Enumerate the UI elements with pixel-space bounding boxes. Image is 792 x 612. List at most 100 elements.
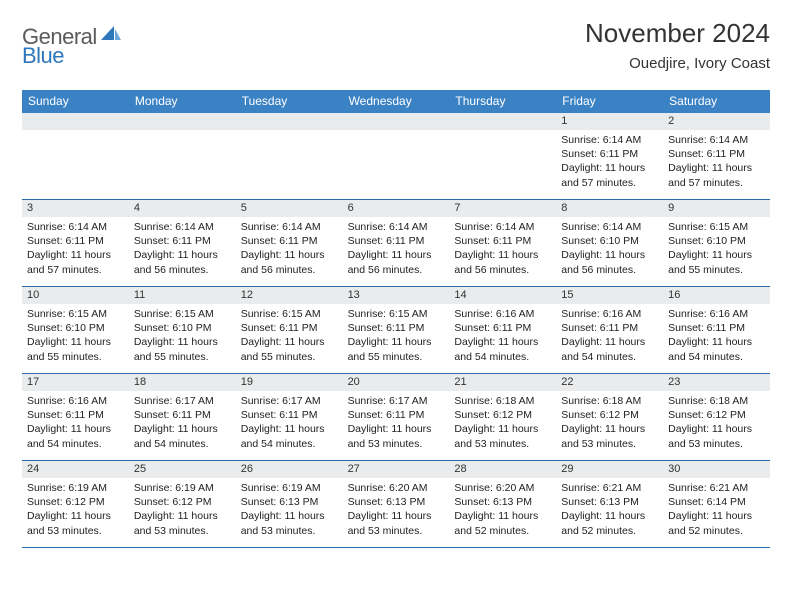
calendar-day: 16Sunrise: 6:16 AMSunset: 6:11 PMDayligh… bbox=[663, 287, 770, 373]
calendar-day: 3Sunrise: 6:14 AMSunset: 6:11 PMDaylight… bbox=[22, 200, 129, 286]
calendar-day: 27Sunrise: 6:20 AMSunset: 6:13 PMDayligh… bbox=[343, 461, 450, 547]
day-detail-line: Sunset: 6:11 PM bbox=[348, 321, 445, 335]
day-details: Sunrise: 6:14 AMSunset: 6:10 PMDaylight:… bbox=[556, 217, 663, 281]
day-detail-line: Sunset: 6:11 PM bbox=[561, 321, 658, 335]
day-detail-line: Daylight: 11 hours and 53 minutes. bbox=[348, 509, 445, 537]
location-label: Ouedjire, Ivory Coast bbox=[585, 55, 770, 72]
day-number: 15 bbox=[556, 287, 663, 304]
day-detail-line: Sunrise: 6:14 AM bbox=[134, 220, 231, 234]
day-detail-line: Daylight: 11 hours and 54 minutes. bbox=[668, 335, 765, 363]
day-number: 16 bbox=[663, 287, 770, 304]
day-number: 29 bbox=[556, 461, 663, 478]
day-number bbox=[236, 113, 343, 130]
day-number: 22 bbox=[556, 374, 663, 391]
day-detail-line: Sunrise: 6:14 AM bbox=[348, 220, 445, 234]
day-detail-line: Sunset: 6:11 PM bbox=[241, 321, 338, 335]
day-detail-line: Sunset: 6:12 PM bbox=[27, 495, 124, 509]
day-detail-line: Daylight: 11 hours and 57 minutes. bbox=[27, 248, 124, 276]
day-detail-line: Sunset: 6:12 PM bbox=[561, 408, 658, 422]
day-detail-line: Sunrise: 6:19 AM bbox=[241, 481, 338, 495]
day-detail-line: Sunset: 6:12 PM bbox=[668, 408, 765, 422]
day-details: Sunrise: 6:14 AMSunset: 6:11 PMDaylight:… bbox=[449, 217, 556, 281]
day-number: 5 bbox=[236, 200, 343, 217]
day-detail-line: Daylight: 11 hours and 56 minutes. bbox=[241, 248, 338, 276]
day-number: 14 bbox=[449, 287, 556, 304]
day-details: Sunrise: 6:14 AMSunset: 6:11 PMDaylight:… bbox=[343, 217, 450, 281]
day-number: 10 bbox=[22, 287, 129, 304]
day-detail-line: Sunrise: 6:15 AM bbox=[668, 220, 765, 234]
day-detail-line: Sunrise: 6:14 AM bbox=[668, 133, 765, 147]
day-detail-line: Sunset: 6:13 PM bbox=[348, 495, 445, 509]
day-detail-line: Daylight: 11 hours and 56 minutes. bbox=[561, 248, 658, 276]
day-detail-line: Sunrise: 6:21 AM bbox=[668, 481, 765, 495]
day-details: Sunrise: 6:15 AMSunset: 6:10 PMDaylight:… bbox=[22, 304, 129, 368]
day-detail-line: Sunrise: 6:14 AM bbox=[561, 133, 658, 147]
day-detail-line: Sunrise: 6:16 AM bbox=[454, 307, 551, 321]
day-detail-line: Daylight: 11 hours and 57 minutes. bbox=[668, 161, 765, 189]
day-details: Sunrise: 6:17 AMSunset: 6:11 PMDaylight:… bbox=[236, 391, 343, 455]
day-details: Sunrise: 6:19 AMSunset: 6:12 PMDaylight:… bbox=[129, 478, 236, 542]
calendar-body: 1Sunrise: 6:14 AMSunset: 6:11 PMDaylight… bbox=[22, 113, 770, 548]
day-details: Sunrise: 6:16 AMSunset: 6:11 PMDaylight:… bbox=[22, 391, 129, 455]
day-detail-line: Daylight: 11 hours and 53 minutes. bbox=[348, 422, 445, 450]
calendar-day: 12Sunrise: 6:15 AMSunset: 6:11 PMDayligh… bbox=[236, 287, 343, 373]
day-detail-line: Sunset: 6:13 PM bbox=[454, 495, 551, 509]
weekday-saturday: Saturday bbox=[663, 90, 770, 113]
day-detail-line: Sunrise: 6:20 AM bbox=[348, 481, 445, 495]
day-detail-line: Sunset: 6:11 PM bbox=[241, 234, 338, 248]
day-details: Sunrise: 6:14 AMSunset: 6:11 PMDaylight:… bbox=[22, 217, 129, 281]
day-detail-line: Daylight: 11 hours and 56 minutes. bbox=[348, 248, 445, 276]
day-detail-line: Sunset: 6:11 PM bbox=[561, 147, 658, 161]
day-detail-line: Sunrise: 6:19 AM bbox=[134, 481, 231, 495]
weekday-sunday: Sunday bbox=[22, 90, 129, 113]
day-detail-line: Sunset: 6:13 PM bbox=[241, 495, 338, 509]
day-detail-line: Sunrise: 6:18 AM bbox=[561, 394, 658, 408]
day-number: 9 bbox=[663, 200, 770, 217]
day-detail-line: Sunset: 6:10 PM bbox=[668, 234, 765, 248]
day-details: Sunrise: 6:15 AMSunset: 6:11 PMDaylight:… bbox=[236, 304, 343, 368]
day-detail-line: Daylight: 11 hours and 55 minutes. bbox=[27, 335, 124, 363]
calendar-day: 18Sunrise: 6:17 AMSunset: 6:11 PMDayligh… bbox=[129, 374, 236, 460]
day-detail-line: Sunrise: 6:17 AM bbox=[134, 394, 231, 408]
day-number: 19 bbox=[236, 374, 343, 391]
day-number: 3 bbox=[22, 200, 129, 217]
day-detail-line: Sunrise: 6:14 AM bbox=[454, 220, 551, 234]
day-detail-line: Daylight: 11 hours and 55 minutes. bbox=[241, 335, 338, 363]
day-detail-line: Daylight: 11 hours and 54 minutes. bbox=[561, 335, 658, 363]
day-number: 23 bbox=[663, 374, 770, 391]
day-detail-line: Sunrise: 6:14 AM bbox=[27, 220, 124, 234]
day-details: Sunrise: 6:16 AMSunset: 6:11 PMDaylight:… bbox=[449, 304, 556, 368]
calendar-day: 13Sunrise: 6:15 AMSunset: 6:11 PMDayligh… bbox=[343, 287, 450, 373]
day-details bbox=[236, 130, 343, 137]
calendar-day: 22Sunrise: 6:18 AMSunset: 6:12 PMDayligh… bbox=[556, 374, 663, 460]
day-detail-line: Sunset: 6:11 PM bbox=[348, 234, 445, 248]
day-details bbox=[22, 130, 129, 137]
calendar-day: 25Sunrise: 6:19 AMSunset: 6:12 PMDayligh… bbox=[129, 461, 236, 547]
calendar-day: 14Sunrise: 6:16 AMSunset: 6:11 PMDayligh… bbox=[449, 287, 556, 373]
day-detail-line: Sunset: 6:14 PM bbox=[668, 495, 765, 509]
calendar-week: 3Sunrise: 6:14 AMSunset: 6:11 PMDaylight… bbox=[22, 200, 770, 287]
day-detail-line: Sunset: 6:11 PM bbox=[668, 321, 765, 335]
day-number bbox=[22, 113, 129, 130]
day-details: Sunrise: 6:18 AMSunset: 6:12 PMDaylight:… bbox=[449, 391, 556, 455]
day-details: Sunrise: 6:14 AMSunset: 6:11 PMDaylight:… bbox=[236, 217, 343, 281]
day-number: 4 bbox=[129, 200, 236, 217]
weekday-thursday: Thursday bbox=[449, 90, 556, 113]
day-detail-line: Daylight: 11 hours and 54 minutes. bbox=[134, 422, 231, 450]
day-detail-line: Sunrise: 6:18 AM bbox=[454, 394, 551, 408]
day-number: 1 bbox=[556, 113, 663, 130]
day-detail-line: Sunset: 6:11 PM bbox=[134, 408, 231, 422]
weekday-header: Sunday Monday Tuesday Wednesday Thursday… bbox=[22, 90, 770, 113]
day-detail-line: Sunrise: 6:21 AM bbox=[561, 481, 658, 495]
day-number: 24 bbox=[22, 461, 129, 478]
calendar-day: 10Sunrise: 6:15 AMSunset: 6:10 PMDayligh… bbox=[22, 287, 129, 373]
day-detail-line: Sunrise: 6:16 AM bbox=[27, 394, 124, 408]
weekday-friday: Friday bbox=[556, 90, 663, 113]
day-number: 30 bbox=[663, 461, 770, 478]
day-detail-line: Daylight: 11 hours and 53 minutes. bbox=[134, 509, 231, 537]
calendar-day: 24Sunrise: 6:19 AMSunset: 6:12 PMDayligh… bbox=[22, 461, 129, 547]
day-details: Sunrise: 6:17 AMSunset: 6:11 PMDaylight:… bbox=[129, 391, 236, 455]
sail-icon bbox=[101, 26, 123, 49]
month-title: November 2024 bbox=[585, 18, 770, 49]
day-detail-line: Sunrise: 6:15 AM bbox=[241, 307, 338, 321]
